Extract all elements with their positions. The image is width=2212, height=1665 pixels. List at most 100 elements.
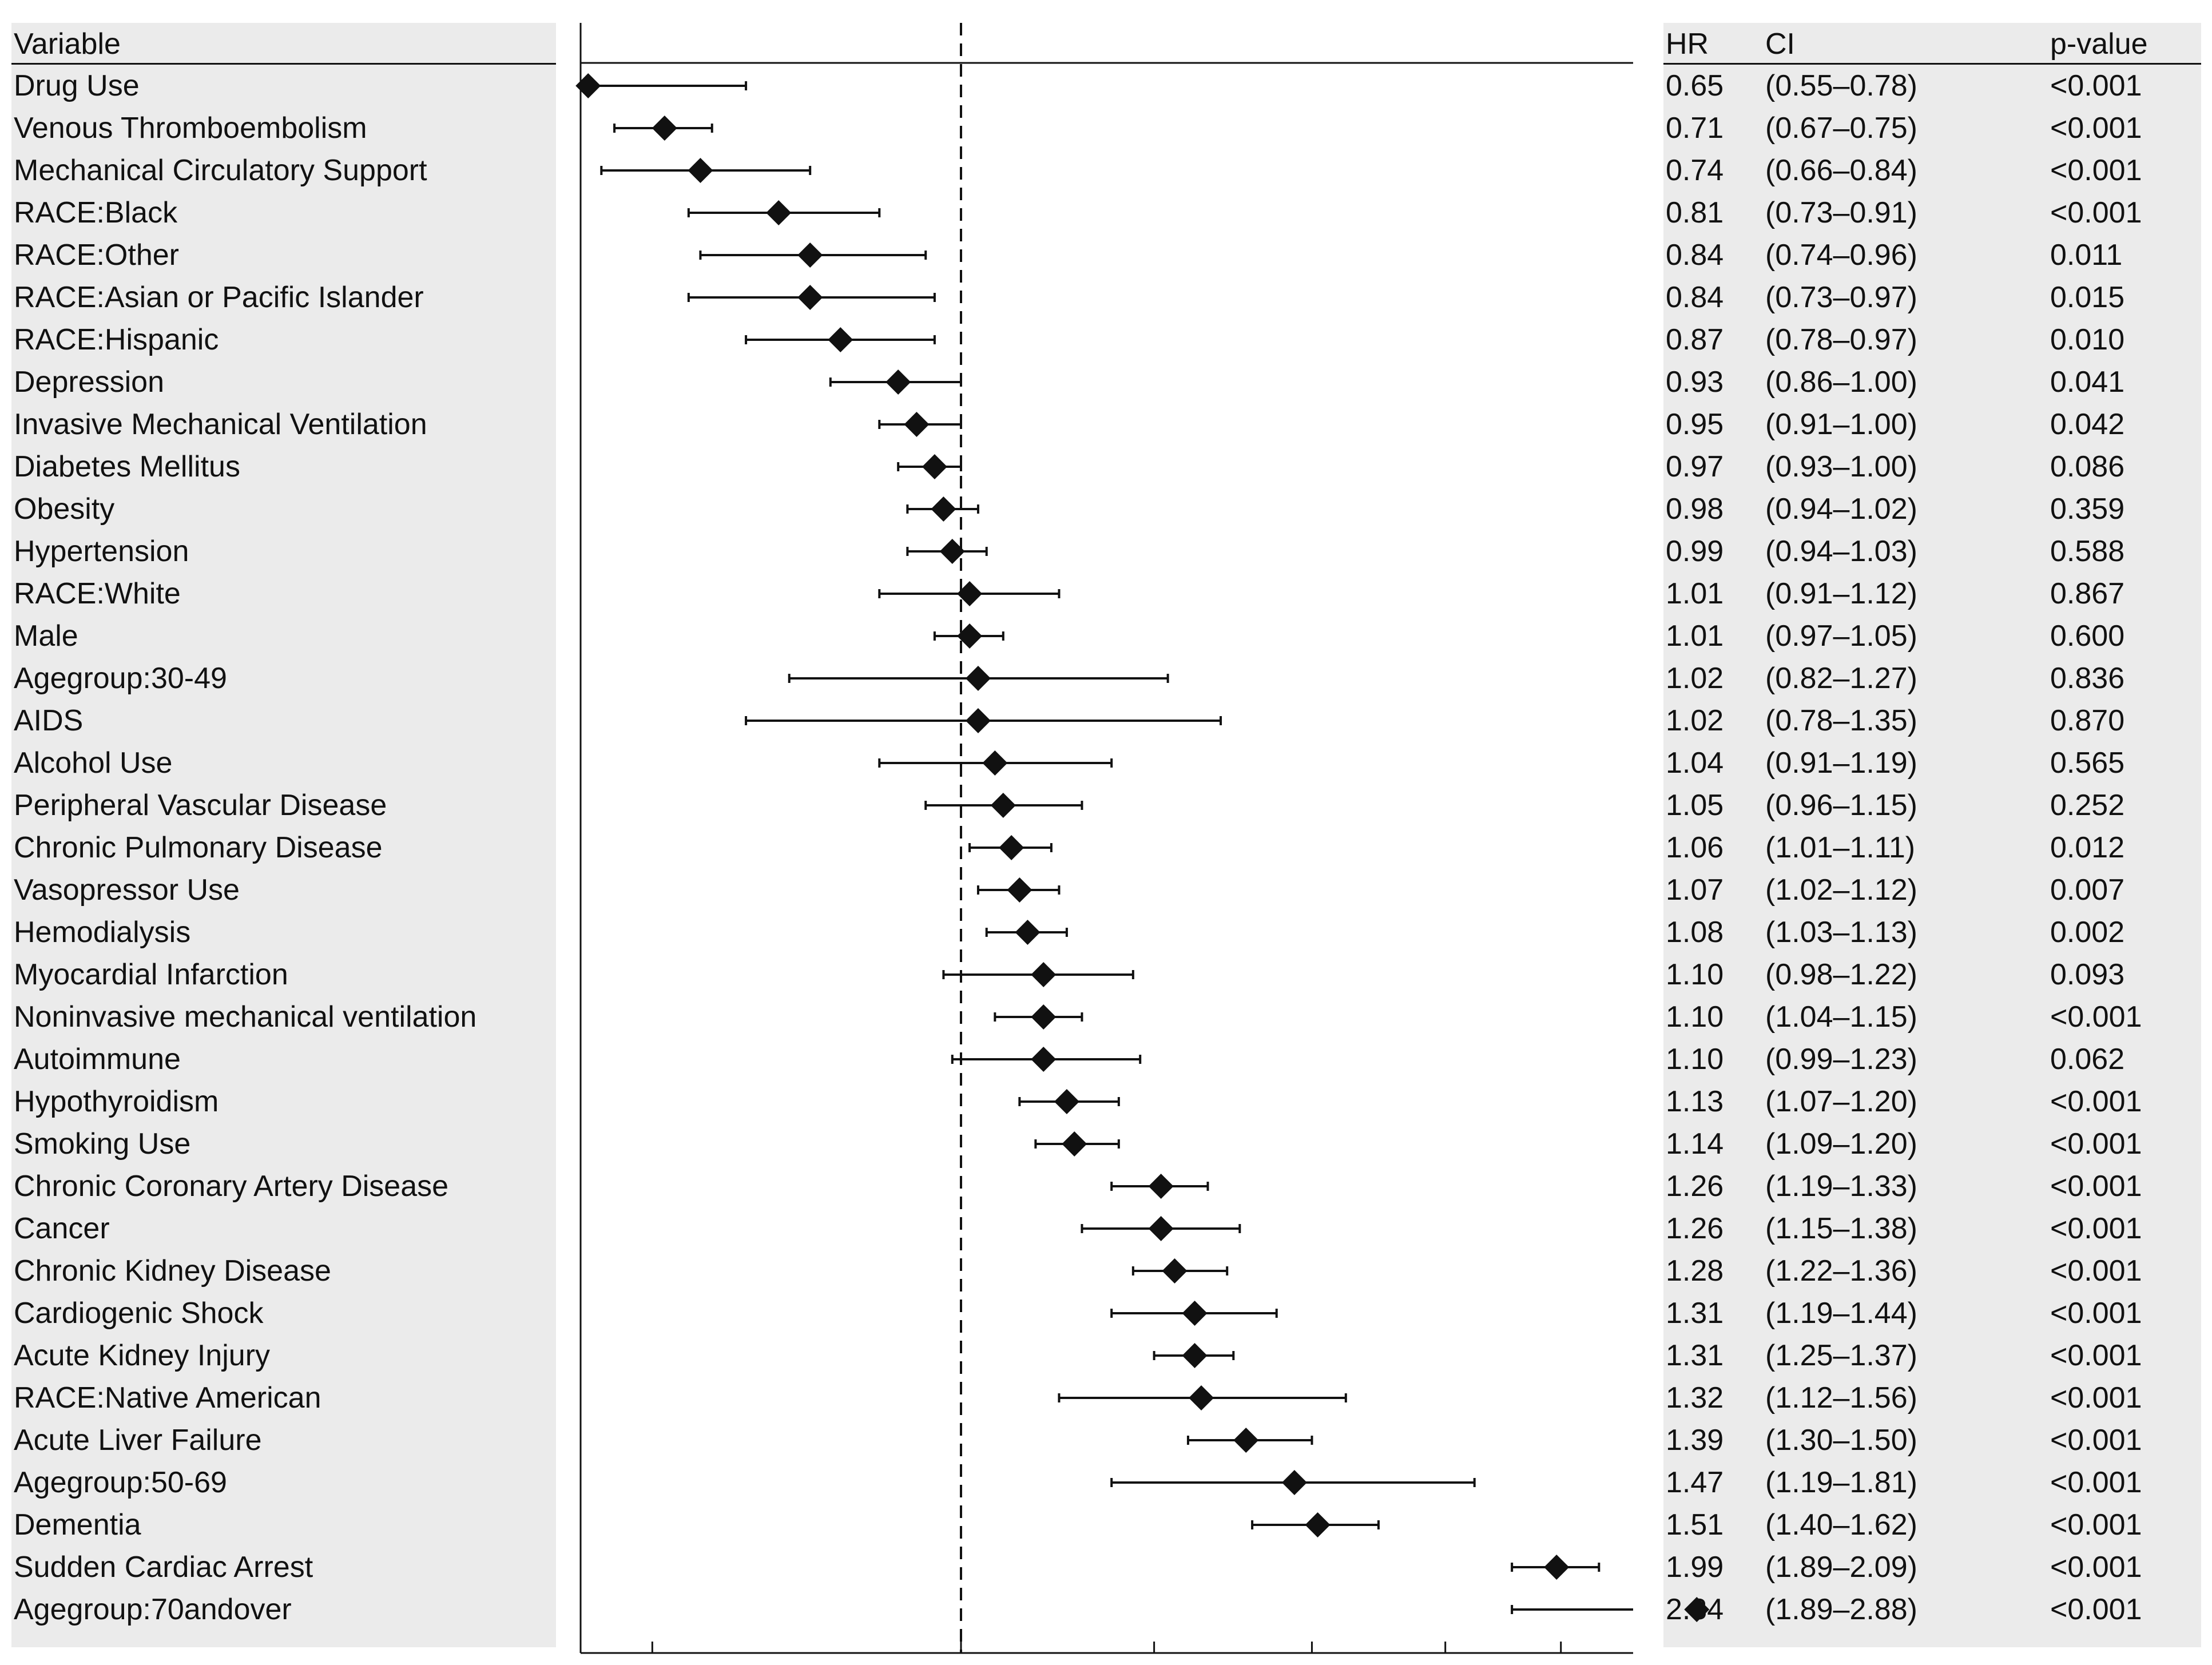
variable-header: Variable: [14, 27, 121, 61]
hr-point-1: [652, 116, 677, 141]
hr-point-2: [688, 158, 713, 183]
hr-point-36: [1684, 1597, 1710, 1622]
variable-label-10: Obesity: [14, 492, 115, 526]
hr-value-16: 1.04: [1666, 746, 1724, 780]
hr-point-6: [828, 327, 853, 352]
variable-label-16: Alcohol Use: [14, 746, 173, 780]
ci-value-17: (0.96–1.15): [1765, 789, 1917, 822]
variable-label-18: Chronic Pulmonary Disease: [14, 831, 383, 864]
p-value-18: 0.012: [2050, 831, 2125, 864]
ci-value-21: (0.98–1.22): [1765, 958, 1917, 991]
ci-value-13: (0.97–1.05): [1765, 619, 1917, 653]
ci-value-31: (1.12–1.56): [1765, 1381, 1917, 1414]
p-value-32: <0.001: [2050, 1424, 2142, 1457]
hr-point-22: [1031, 1004, 1057, 1030]
p-value-36: <0.001: [2050, 1593, 2142, 1626]
ci-value-6: (0.78–0.97): [1765, 323, 1917, 356]
variable-label-0: Drug Use: [14, 69, 140, 102]
p-value-28: <0.001: [2050, 1254, 2142, 1288]
p-value-9: 0.086: [2050, 450, 2125, 483]
p-value-1: <0.001: [2050, 112, 2142, 145]
ci-value-15: (0.78–1.35): [1765, 704, 1917, 737]
hr-point-32: [1233, 1428, 1259, 1453]
variable-label-31: RACE:Native American: [14, 1381, 321, 1414]
variable-label-11: Hypertension: [14, 535, 189, 568]
p-value-5: 0.015: [2050, 281, 2125, 314]
ci-value-23: (0.99–1.23): [1765, 1043, 1917, 1076]
hr-value-34: 1.51: [1666, 1508, 1724, 1541]
hr-value-31: 1.32: [1666, 1381, 1724, 1414]
ci-value-36: (1.89–2.88): [1765, 1593, 1917, 1626]
variable-label-9: Diabetes Mellitus: [14, 450, 240, 483]
hr-point-7: [885, 369, 911, 395]
hr-value-5: 0.84: [1666, 281, 1724, 314]
p-value-22: <0.001: [2050, 1000, 2142, 1034]
hr-value-8: 0.95: [1666, 408, 1724, 441]
p-value-15: 0.870: [2050, 704, 2125, 737]
p-value-27: <0.001: [2050, 1212, 2142, 1245]
hr-value-17: 1.05: [1666, 789, 1724, 822]
variable-label-3: RACE:Black: [14, 196, 178, 229]
hr-value-32: 1.39: [1666, 1424, 1724, 1457]
p-value-20: 0.002: [2050, 916, 2125, 949]
hr-point-29: [1182, 1301, 1208, 1326]
hr-value-25: 1.14: [1666, 1127, 1724, 1161]
hr-point-24: [1054, 1089, 1079, 1114]
hr-point-17: [990, 793, 1016, 818]
hr-point-23: [1031, 1047, 1057, 1072]
hr-value-22: 1.10: [1666, 1000, 1724, 1034]
hr-point-9: [922, 454, 947, 479]
ci-value-4: (0.74–0.96): [1765, 239, 1917, 272]
stats-column-panel: [1663, 23, 2201, 1647]
p-value-30: <0.001: [2050, 1339, 2142, 1372]
p-value-0: <0.001: [2050, 69, 2142, 102]
hr-point-28: [1162, 1258, 1188, 1283]
p-value-29: <0.001: [2050, 1297, 2142, 1330]
p-value-13: 0.600: [2050, 619, 2125, 653]
variable-label-36: Agegroup:70andover: [14, 1593, 292, 1626]
hr-value-11: 0.99: [1666, 535, 1724, 568]
ci-value-32: (1.30–1.50): [1765, 1424, 1917, 1457]
hr-point-35: [1544, 1555, 1570, 1580]
variable-header-rule: [11, 63, 556, 65]
ci-value-1: (0.67–0.75): [1765, 112, 1917, 145]
ci-value-28: (1.22–1.36): [1765, 1254, 1917, 1288]
hr-value-9: 0.97: [1666, 450, 1724, 483]
hr-point-4: [797, 243, 823, 268]
p-value-3: <0.001: [2050, 196, 2142, 229]
hr-value-30: 1.31: [1666, 1339, 1724, 1372]
hr-value-20: 1.08: [1666, 916, 1724, 949]
p-value-21: 0.093: [2050, 958, 2125, 991]
ci-value-12: (0.91–1.12): [1765, 577, 1917, 610]
ci-value-29: (1.19–1.44): [1765, 1297, 1917, 1330]
p-value-11: 0.588: [2050, 535, 2125, 568]
hr-point-33: [1281, 1470, 1307, 1495]
p-value-12: 0.867: [2050, 577, 2125, 610]
hr-value-28: 1.28: [1666, 1254, 1724, 1288]
p-value-25: <0.001: [2050, 1127, 2142, 1161]
variable-label-1: Venous Thromboembolism: [14, 112, 367, 145]
p-value-23: 0.062: [2050, 1043, 2125, 1076]
variable-label-28: Chronic Kidney Disease: [14, 1254, 331, 1288]
p-value-26: <0.001: [2050, 1170, 2142, 1203]
hr-point-27: [1148, 1216, 1174, 1241]
variable-label-15: AIDS: [14, 704, 84, 737]
ci-value-10: (0.94–1.02): [1765, 492, 1917, 526]
ci-value-9: (0.93–1.00): [1765, 450, 1917, 483]
hr-value-3: 0.81: [1666, 196, 1724, 229]
hr-value-33: 1.47: [1666, 1466, 1724, 1499]
hr-value-14: 1.02: [1666, 662, 1724, 695]
ci-header: CI: [1765, 27, 1795, 61]
variable-label-34: Dementia: [14, 1508, 141, 1541]
hr-point-16: [982, 750, 1008, 776]
hr-value-4: 0.84: [1666, 239, 1724, 272]
ci-value-0: (0.55–0.78): [1765, 69, 1917, 102]
p-value-33: <0.001: [2050, 1466, 2142, 1499]
hr-value-18: 1.06: [1666, 831, 1724, 864]
hr-value-19: 1.07: [1666, 873, 1724, 907]
variable-label-27: Cancer: [14, 1212, 110, 1245]
hr-point-11: [939, 539, 965, 564]
variable-label-2: Mechanical Circulatory Support: [14, 154, 427, 187]
ci-value-24: (1.07–1.20): [1765, 1085, 1917, 1118]
